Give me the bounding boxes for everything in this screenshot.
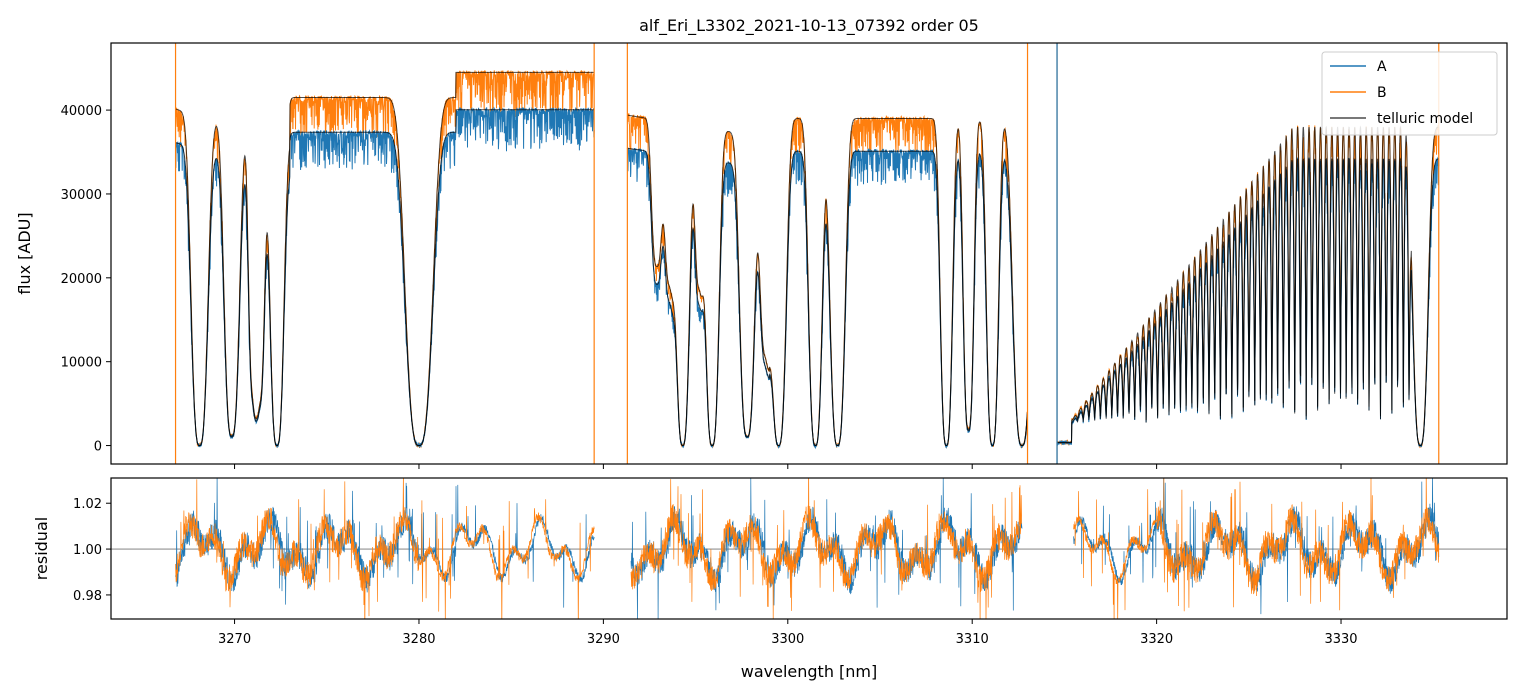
telluric-model-line [627, 114, 1028, 446]
flux-ytick-label: 40000 [61, 104, 102, 119]
residual-series-b-line [175, 478, 595, 619]
series-a-line [175, 106, 595, 449]
legend-label-a: A [1377, 59, 1387, 75]
flux-ytick-label: 20000 [61, 272, 102, 287]
telluric-model-line [175, 71, 595, 446]
residual-xtick-label: 3290 [587, 632, 620, 647]
flux-panel: 0 10000 20000 30000 40000 flux [ADU] A B tel… [15, 42, 1508, 469]
residual-xtick-label: 3270 [218, 632, 251, 647]
chart-title: alf_Eri_L3302_2021-10-13_07392 order 05 [639, 16, 979, 36]
flux-ytick-label: 30000 [61, 188, 102, 203]
residual-series-b-line [1073, 478, 1440, 619]
flux-axis-ticks: 0 10000 20000 30000 40000 [61, 104, 1342, 469]
telluric-model-line [175, 109, 595, 446]
residual-panel: 0.98 1.00 1.02 3270 3280 3290 3300 3310 3320 3330… [32, 477, 1508, 681]
flux-ytick-label: 0 [94, 440, 102, 455]
residual-xtick-label: 3320 [1140, 632, 1173, 647]
residual-ytick-label: 1.00 [73, 543, 102, 558]
residual-ytick-label: 0.98 [73, 589, 102, 604]
flux-ytick-label: 10000 [61, 356, 102, 371]
legend-label-b: B [1377, 85, 1387, 101]
residual-axes-frame [110, 477, 1508, 620]
residual-ytick-label: 1.02 [73, 497, 102, 512]
legend: A B telluric model [1321, 51, 1498, 136]
residual-xtick-label: 3280 [402, 632, 435, 647]
residual-xtick-label: 3300 [771, 632, 804, 647]
residual-xtick-label: 3310 [956, 632, 989, 647]
legend-box [1321, 51, 1498, 136]
residual-series-b-line [630, 478, 1023, 619]
residual-ylabel: residual [32, 517, 51, 580]
legend-label-telluric: telluric model [1377, 111, 1473, 127]
flux-ylabel: flux [ADU] [15, 212, 34, 294]
residual-axis-ticks: 0.98 1.00 1.02 3270 3280 3290 3300 3310 3320 3330 [73, 497, 1358, 647]
residual-plot-area [111, 478, 1507, 619]
telluric-model-line [627, 147, 1028, 446]
residual-xlabel: wavelength [nm] [741, 662, 878, 681]
residual-xtick-label: 3330 [1324, 632, 1357, 647]
flux-axes-frame [110, 42, 1508, 465]
telluric-model-line [1057, 157, 1439, 446]
flux-plot-area [174, 43, 1440, 464]
